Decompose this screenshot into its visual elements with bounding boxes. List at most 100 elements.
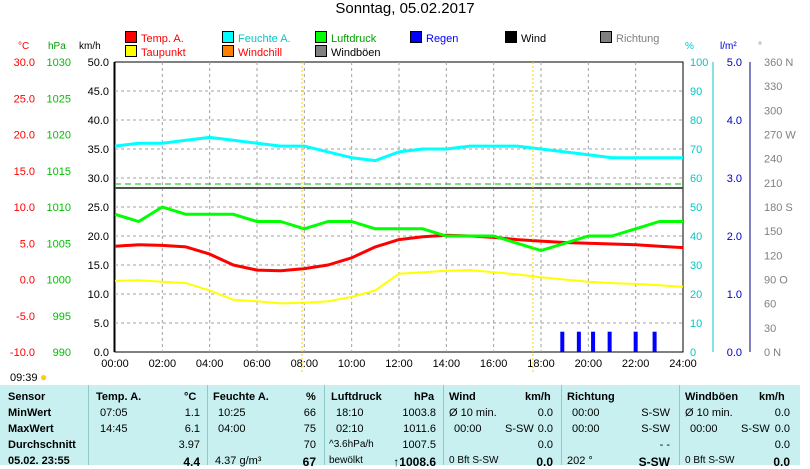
table-unit-humidity: % — [306, 391, 316, 403]
pressure-tick-label: 995 — [53, 311, 71, 323]
x-tick-label: 22:00 — [622, 358, 650, 370]
page-title: Sonntag, 05.02.2017 — [335, 0, 475, 17]
dir-avg-value: - - — [659, 439, 670, 451]
table-unit-wind: km/h — [525, 391, 551, 403]
legend-item-humidity[interactable]: Feuchte A. — [222, 31, 291, 45]
direction-tick-label: 0 N — [764, 347, 781, 359]
direction-tick-label: 60 — [764, 299, 776, 311]
rain-tick-label: 1.0 — [727, 289, 742, 301]
legend-item-windchill[interactable]: Windchill — [222, 45, 282, 59]
hum-min-time: 10:25 — [218, 407, 246, 419]
table-header-temp: Temp. A. — [96, 391, 142, 403]
column-divider — [207, 385, 208, 465]
legend-item-temp[interactable]: Temp. A. — [125, 31, 184, 45]
wind-max-time: 00:00 — [454, 423, 482, 435]
humidity-tick-label: 0 — [690, 347, 696, 359]
legend-item-dewpoint[interactable]: Taupunkt — [125, 45, 186, 59]
humidity-tick-label: 10 — [690, 318, 702, 330]
humidity-axis-unit: % — [685, 41, 694, 52]
rain-swatch-icon — [410, 31, 422, 43]
wind-tick-label: 45.0 — [88, 86, 109, 98]
legend-item-direction[interactable]: Richtung — [600, 31, 659, 45]
legend-item-pressure[interactable]: Luftdruck — [315, 31, 376, 45]
temp-max-time: 14:45 — [100, 423, 128, 435]
direction-tick-label: 300 — [764, 105, 782, 117]
legend-item-gusts[interactable]: Windböen — [315, 45, 381, 59]
x-tick-label: 00:00 — [101, 358, 129, 370]
rain-tick-label: 5.0 — [727, 57, 742, 69]
temp-swatch-icon — [125, 31, 137, 43]
x-tick-label: 08:00 — [291, 358, 319, 370]
series-line — [114, 269, 684, 305]
pressure-tick-label: 1025 — [47, 93, 71, 105]
pressure-tick-label: 1015 — [47, 166, 71, 178]
temp-max-value: 6.1 — [184, 423, 200, 435]
gust-max-time: 00:00 — [690, 423, 718, 435]
humidity-swatch-icon — [222, 31, 234, 43]
table-header-direction: Richtung — [567, 391, 615, 403]
humidity-tick-label: 100 — [690, 57, 708, 69]
temp-axis-unit: °C — [18, 41, 30, 52]
humidity-tick-label: 70 — [690, 144, 702, 156]
side-strip — [800, 378, 810, 465]
direction-tick-label: 120 — [764, 250, 782, 262]
rain-bar — [607, 331, 612, 352]
column-divider — [324, 385, 325, 465]
hum-max-time: 04:00 — [218, 423, 246, 435]
rain-bar — [633, 331, 638, 352]
series-line — [114, 233, 684, 273]
humidity-tick-label: 50 — [690, 202, 702, 214]
legend-label: Wind — [521, 33, 547, 45]
wind-current-value: 0.0 — [536, 455, 553, 469]
pressure-tick-label: 1030 — [47, 57, 71, 69]
wind-tick-label: 0.0 — [94, 347, 109, 359]
dir-max-time: 00:00 — [572, 423, 600, 435]
row-label: Durchschnitt — [8, 439, 76, 451]
legend-label: Luftdruck — [331, 33, 377, 45]
legend-label: Richtung — [616, 33, 660, 45]
pressure-tick-label: 1005 — [47, 238, 71, 250]
humidity-tick-label: 40 — [690, 231, 702, 243]
table-header-gusts: Windböen — [685, 391, 739, 403]
press-avg-value: 1007.5 — [402, 439, 436, 451]
legend-item-rain[interactable]: Regen — [410, 31, 458, 45]
temp-min-time: 07:05 — [100, 407, 128, 419]
column-divider — [443, 385, 444, 465]
row-label: 05.02. 23:55 — [8, 455, 70, 467]
press-current-value: ↑1008.6 — [393, 455, 436, 469]
gust-avg-value: 0.0 — [774, 439, 790, 451]
table-header-pressure: Luftdruck — [331, 391, 382, 403]
temp-tick-label: 5.0 — [20, 238, 35, 250]
table-header-humidity: Feuchte A. — [213, 391, 269, 403]
press-max-value: 1011.6 — [403, 423, 436, 435]
x-tick-label: 16:00 — [480, 358, 508, 370]
hum-max-value: 75 — [303, 423, 316, 435]
time-status-bar: 09:39 ● — [0, 370, 810, 384]
legend-label: Temp. A. — [141, 33, 184, 45]
legend-label: Windchill — [238, 47, 283, 59]
gust-current-value: 0.0 — [773, 455, 790, 469]
rain-tick-label: 0.0 — [727, 347, 742, 359]
table-header-sensor: Sensor — [8, 391, 46, 403]
wind-tick-label: 20.0 — [88, 231, 109, 243]
temp-tick-label: 20.0 — [14, 130, 35, 142]
humidity-tick-label: 30 — [690, 260, 702, 272]
gust-max-dir: S-SW — [741, 423, 770, 435]
temp-tick-label: 15.0 — [14, 166, 35, 178]
direction-tick-label: 30 — [764, 323, 776, 335]
humidity-tick-label: 20 — [690, 289, 702, 301]
status-time: 09:39 — [10, 372, 38, 384]
wind-beaufort: 0 Bft S-SW — [449, 455, 499, 466]
wind-max-dir: S-SW — [505, 423, 534, 435]
humidity-tick-label: 60 — [690, 173, 702, 185]
hum-min-value: 66 — [303, 407, 316, 419]
legend-item-wind[interactable]: Wind — [505, 31, 546, 45]
direction-tick-label: 360 N — [764, 57, 793, 69]
gust-min-value: 0.0 — [774, 407, 790, 419]
column-divider — [679, 385, 680, 465]
direction-tick-label: 150 — [764, 226, 782, 238]
legend-label: Windböen — [331, 47, 381, 59]
pressure-tick-label: 1000 — [47, 275, 71, 287]
rain-bar — [652, 331, 657, 352]
pressure-axis-unit: hPa — [48, 41, 66, 52]
